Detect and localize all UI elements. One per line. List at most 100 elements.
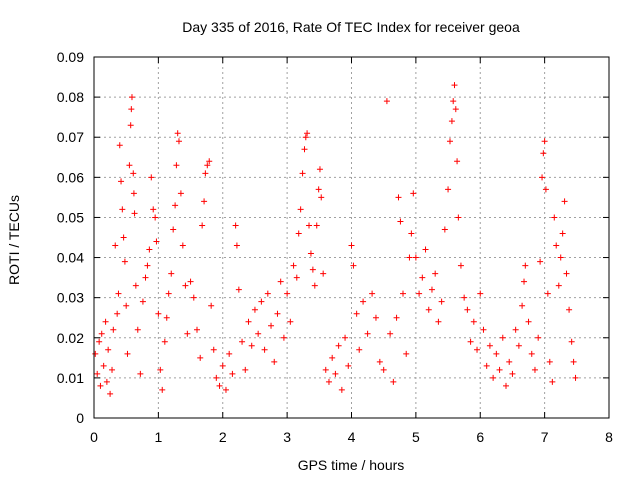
data-point — [124, 350, 131, 357]
data-point — [464, 306, 471, 313]
x-tick-label: 7 — [541, 429, 549, 445]
data-point — [199, 222, 206, 229]
data-point — [428, 286, 435, 293]
data-point — [299, 170, 306, 177]
data-point — [226, 350, 233, 357]
data-point — [570, 358, 577, 365]
data-point — [360, 298, 367, 305]
data-point — [190, 294, 197, 301]
data-point — [544, 290, 551, 297]
data-point — [480, 326, 487, 333]
data-point — [432, 270, 439, 277]
data-point — [175, 138, 182, 145]
data-point — [435, 318, 442, 325]
data-point — [121, 258, 128, 265]
data-point — [120, 234, 127, 241]
data-point — [150, 206, 157, 213]
data-point — [179, 242, 186, 249]
data-point — [493, 350, 500, 357]
data-point — [549, 378, 556, 385]
data-point — [202, 170, 209, 177]
data-point — [233, 242, 240, 249]
data-point — [446, 138, 453, 145]
data-point — [563, 270, 570, 277]
data-point — [206, 158, 213, 165]
data-point — [107, 390, 114, 397]
x-tick-label: 3 — [283, 429, 291, 445]
y-tick-label: 0.06 — [57, 169, 84, 185]
data-point — [172, 202, 179, 209]
data-point — [139, 298, 146, 305]
data-point — [372, 314, 379, 321]
data-point — [546, 358, 553, 365]
data-point — [153, 238, 160, 245]
data-point — [116, 142, 123, 149]
data-point — [235, 286, 242, 293]
data-point — [128, 94, 135, 101]
data-point — [364, 330, 371, 337]
data-point — [168, 270, 175, 277]
data-point — [110, 326, 117, 333]
data-point — [542, 186, 549, 193]
data-point — [165, 290, 172, 297]
data-point — [100, 362, 107, 369]
data-point — [483, 362, 490, 369]
data-point — [97, 382, 104, 389]
data-point — [496, 366, 503, 373]
x-axis-ticks: 0 1 2 3 4 5 6 7 8 — [90, 57, 613, 445]
data-point — [232, 222, 239, 229]
data-point — [187, 278, 194, 285]
data-point — [561, 198, 568, 205]
data-point — [325, 378, 332, 385]
x-axis-label: GPS time / hours — [298, 457, 405, 473]
data-point — [410, 190, 417, 197]
data-point — [397, 218, 404, 225]
data-point — [173, 162, 180, 169]
data-point — [332, 370, 339, 377]
data-point — [119, 206, 126, 213]
y-axis-ticks: 0 0.01 0.02 0.03 0.04 0.05 0.06 0.07 0.08 0.09 — [57, 49, 609, 426]
data-point — [144, 262, 151, 269]
x-tick-label: 2 — [219, 429, 227, 445]
data-point — [509, 370, 516, 377]
data-point — [163, 314, 170, 321]
data-point — [201, 198, 208, 205]
data-point — [503, 382, 509, 389]
data-point — [369, 290, 376, 297]
data-point — [297, 206, 304, 213]
x-tick-label: 8 — [605, 429, 613, 445]
y-tick-label: 0.09 — [57, 49, 84, 65]
data-point — [239, 338, 246, 345]
x-tick-label: 6 — [476, 429, 484, 445]
data-point — [307, 250, 314, 257]
data-point — [383, 98, 390, 105]
data-point — [130, 190, 137, 197]
data-point — [490, 374, 497, 381]
y-tick-label: 0.05 — [57, 209, 84, 225]
data-point — [348, 242, 355, 249]
data-point — [128, 106, 135, 113]
data-point — [572, 374, 579, 381]
gridlines — [94, 57, 609, 418]
data-point — [229, 370, 236, 377]
data-point — [376, 358, 383, 365]
data-point — [515, 342, 522, 349]
data-point — [531, 366, 538, 373]
data-point — [213, 374, 220, 381]
data-point — [356, 346, 363, 353]
data-point — [301, 146, 308, 153]
data-point — [134, 326, 141, 333]
data-point — [148, 174, 155, 181]
data-point — [304, 130, 311, 137]
data-point — [274, 310, 281, 317]
data-point — [342, 334, 349, 341]
data-point — [320, 270, 327, 277]
data-point — [316, 166, 323, 173]
data-point — [345, 362, 352, 369]
data-point — [146, 246, 153, 253]
data-point — [555, 282, 562, 289]
y-tick-label: 0.08 — [57, 89, 84, 105]
data-point — [306, 222, 313, 229]
y-tick-label: 0.07 — [57, 129, 84, 145]
data-point — [92, 350, 99, 357]
